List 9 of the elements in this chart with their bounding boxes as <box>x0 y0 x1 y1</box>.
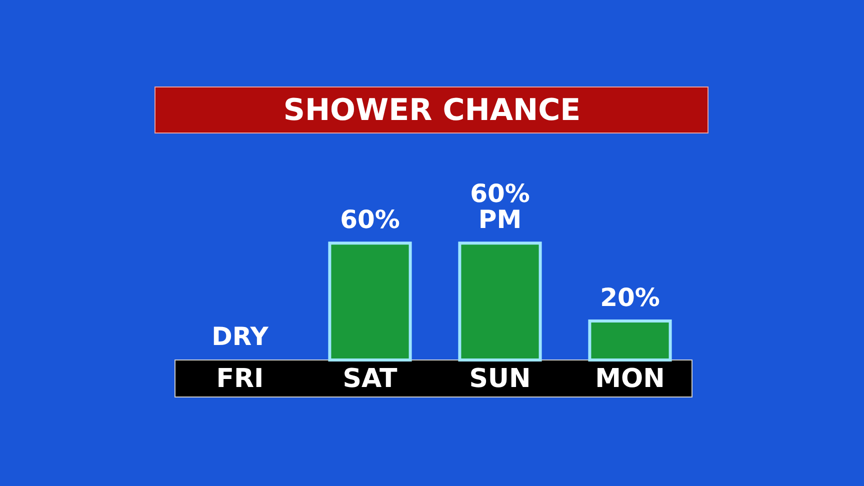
x-tick-label: MON <box>595 364 665 394</box>
x-tick-label: SUN <box>469 364 531 394</box>
text: 60% PM <box>470 179 530 234</box>
chart-title: SHOWER CHANCE <box>283 93 581 128</box>
x-tick-label: FRI <box>216 364 264 394</box>
x-tick-label: SAT <box>342 364 398 394</box>
data-label: 60% <box>340 205 400 234</box>
data-label: DRY <box>212 322 270 351</box>
data-label: 20% <box>600 283 660 312</box>
